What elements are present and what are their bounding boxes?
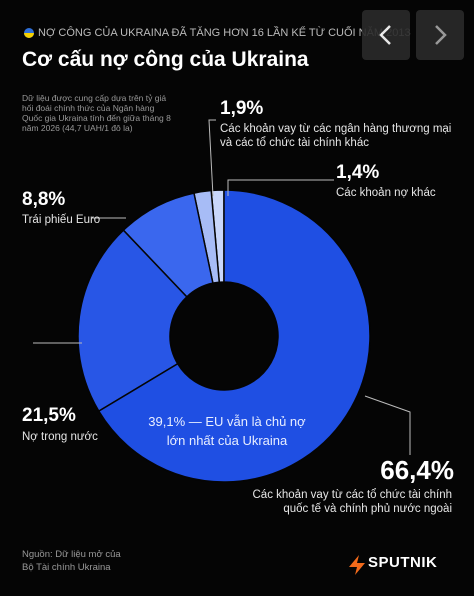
annotation: 39,1% — EU vẫn là chủ nợ lớn nhất của Uk… [148,414,306,448]
logo-icon [349,555,365,575]
category-label: Các khoản vay từ các tổ chức tài chính q… [252,489,453,515]
chart-title: Cơ cấu nợ công của Ukraina [22,48,309,71]
value-label: 21,5% [22,405,76,426]
value-label: 1,4% [336,162,380,183]
leader-line [208,119,216,197]
source: Nguồn: Dữ liệu mở của Bộ Tài chính Ukrai… [22,549,121,573]
logo: SPUTNIK [368,554,438,571]
donut-segment [122,192,214,298]
category-label: Các khoản nợ khác [336,187,436,199]
category-label: Các khoản vay từ các ngân hàng thương mạ… [220,123,452,149]
next-button[interactable] [416,10,464,60]
header: NỢ CÔNG CỦA UKRAINA ĐÃ TĂNG HƠN 16 LẦN K… [38,27,411,39]
category-label: Nợ trong nước [22,431,98,443]
category-label: Trái phiếu Euro [22,214,101,226]
leader-line [364,395,411,455]
note: Dữ liệu được cung cấp dựa trên tỷ giá hố… [22,93,171,133]
donut-segment [97,189,371,483]
value-label: 1,9% [220,98,264,119]
value-label: 8,8% [22,189,66,210]
prev-button[interactable] [362,10,410,60]
value-label: 66,4% [380,455,454,485]
flag-icon [24,33,34,38]
leader-line [227,179,334,196]
leader-lines [33,119,411,455]
donut-segment [77,229,188,413]
